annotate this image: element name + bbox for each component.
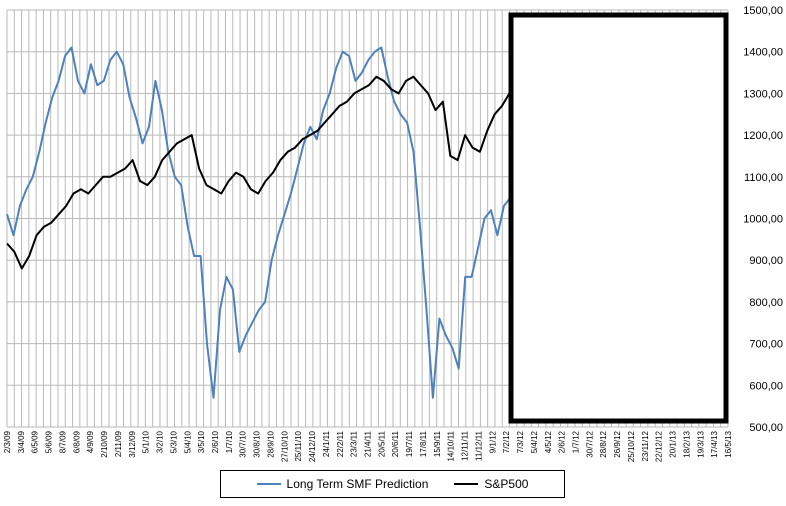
y-tick-label: 1500,00 [743,5,783,17]
series-line-prediction [6,46,518,399]
x-tick-label: 3/5/10 [197,430,206,453]
y-axis-ticks: 500,00 600,00 700,00 800,00 900,00 1000,00 110… [743,5,783,434]
x-tick-label: 24/12/10 [308,430,317,462]
x-tick-label: 4/5/12 [544,430,553,453]
x-tick-label: 3/12/09 [128,430,137,457]
x-tick-label: 19/3/13 [696,430,705,457]
y-tick-label: 500,00 [749,422,783,434]
x-tick-label: 21/4/11 [364,430,373,457]
x-tick-label: 2/6/12 [558,430,567,453]
x-tick-label: 6/5/09 [31,430,40,453]
x-tick-label: 2/10/09 [100,430,109,457]
x-tick-label: 28/8/12 [599,430,608,457]
x-tick-label: 23/3/11 [350,430,359,457]
x-tick-label: 5/6/09 [45,430,54,453]
x-tick-label: 24/1/11 [322,430,331,457]
x-tick-label: 23/11/12 [641,430,650,461]
x-tick-label: 5/4/12 [530,430,539,453]
x-tick-label: 14/10/11 [447,430,456,461]
x-tick-label: 6/8/09 [72,430,81,453]
legend: Long Term SMF Prediction S&P500 [220,470,565,498]
legend-swatch-prediction [256,483,281,485]
y-tick-label: 1000,00 [743,214,783,226]
x-axis-ticks: 2/3/09 3/4/09 6/5/09 5/6/09 8/7/09 6/8/09 4/9/… [3,430,733,462]
x-tick-label: 17/4/13 [710,430,719,457]
x-tick-label: 7/3/12 [516,430,525,453]
y-tick-label: 800,00 [749,297,783,309]
y-tick-label: 1200,00 [743,130,783,142]
x-tick-label: 2/11/09 [114,430,123,457]
series-line-sp500 [6,72,518,270]
x-tick-label: 4/9/09 [86,430,95,453]
y-tick-label: 700,00 [749,339,783,351]
x-tick-label: 30/8/10 [253,430,262,457]
x-tick-label: 1/7/10 [225,430,234,453]
x-tick-label: 5/3/10 [169,430,178,453]
y-tick-label: 1100,00 [744,172,783,184]
x-tick-label: 22/12/12 [655,430,664,462]
x-tick-label: 2/6/10 [211,430,220,453]
x-tick-label: 19/7/11 [405,430,414,457]
x-tick-label: 28/9/10 [266,430,275,457]
legend-label-sp500: S&P500 [484,477,529,491]
x-tick-label: 27/10/10 [280,430,289,462]
x-tick-label: 3/4/09 [17,430,26,453]
x-tick-label: 18/2/13 [682,430,691,457]
x-tick-label: 25/10/12 [627,430,636,462]
x-tick-label: 26/9/12 [613,430,622,457]
chart-series [6,46,518,399]
x-tick-label: 15/9/11 [433,430,442,457]
x-tick-label: 30/7/12 [585,430,594,457]
x-tick-label: 1/7/12 [572,430,581,453]
y-tick-label: 1400,00 [743,47,783,59]
x-tick-label: 8/7/09 [59,430,68,453]
x-tick-label: 16/5/13 [724,430,733,457]
x-tick-label: 20/6/11 [391,430,400,457]
x-tick-label: 7/2/12 [502,430,511,453]
x-tick-label: 12/11/11 [461,430,470,461]
legend-item-sp500: S&P500 [454,477,528,491]
x-tick-label: 25/11/10 [294,430,303,461]
legend-item-prediction: Long Term SMF Prediction [256,477,429,491]
y-tick-label: 600,00 [749,380,783,392]
x-tick-label: 20/1/13 [669,430,678,457]
legend-label-prediction: Long Term SMF Prediction [286,477,429,491]
y-tick-label: 1300,00 [743,88,783,100]
forecast-placeholder-box [508,12,729,424]
x-tick-label: 3/2/10 [156,430,165,453]
x-tick-label: 20/5/11 [377,430,386,457]
x-tick-label: 17/8/11 [419,430,428,457]
legend-swatch-sp500 [454,483,479,485]
x-tick-label: 9/1/12 [488,430,497,453]
x-tick-label: 22/2/11 [336,430,345,457]
x-tick-label: 2/3/09 [3,430,12,453]
x-tick-label: 5/1/10 [142,430,151,453]
x-tick-label: 11/12/11 [474,430,483,461]
y-tick-label: 900,00 [749,255,783,267]
x-tick-label: 5/4/10 [183,430,192,453]
x-tick-label: 30/7/10 [239,430,248,457]
